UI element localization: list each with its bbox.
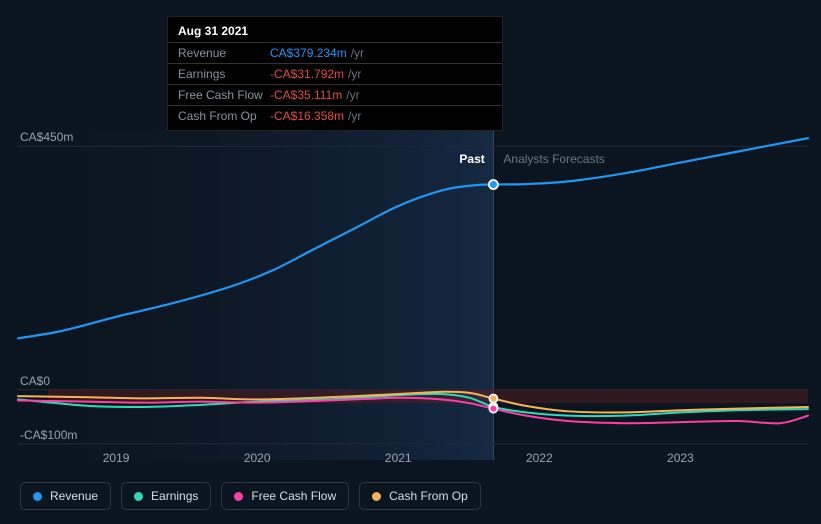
legend-label: Cash From Op bbox=[389, 489, 468, 503]
legend-item-earnings[interactable]: Earnings bbox=[121, 482, 211, 510]
legend-label: Revenue bbox=[50, 489, 98, 503]
tooltip-row-label: Cash From Op bbox=[178, 109, 270, 123]
tooltip-row-unit: /yr bbox=[351, 46, 364, 60]
past-label: Past bbox=[459, 152, 484, 166]
y-tick-label: CA$0 bbox=[20, 374, 50, 388]
tooltip-row-value: -CA$35.111m bbox=[270, 88, 342, 102]
legend-dot-icon bbox=[134, 492, 143, 501]
tooltip-row-value: CA$379.234m bbox=[270, 46, 347, 60]
x-tick-label: 2020 bbox=[244, 451, 271, 465]
tooltip-row: RevenueCA$379.234m/yr bbox=[168, 43, 502, 64]
legend-dot-icon bbox=[372, 492, 381, 501]
y-tick-label: -CA$100m bbox=[20, 428, 77, 442]
marker-fcf bbox=[489, 405, 497, 413]
tooltip-row-unit: /yr bbox=[348, 109, 361, 123]
y-tick-label: CA$450m bbox=[20, 130, 73, 144]
x-tick-label: 2019 bbox=[103, 451, 130, 465]
x-tick-label: 2023 bbox=[667, 451, 694, 465]
financials-chart: CA$450m CA$0 -CA$100m 2019 2020 2021 2022 2023… bbox=[0, 0, 821, 524]
x-tick-label: 2022 bbox=[526, 451, 553, 465]
legend-item-fcf[interactable]: Free Cash Flow bbox=[221, 482, 349, 510]
legend-dot-icon bbox=[33, 492, 42, 501]
marker-cfo bbox=[489, 395, 497, 403]
tooltip-row-value: -CA$31.792m bbox=[270, 67, 344, 81]
tooltip-row: Cash From Op-CA$16.358m/yr bbox=[168, 106, 502, 126]
tooltip-row: Earnings-CA$31.792m/yr bbox=[168, 64, 502, 85]
tooltip-row-unit: /yr bbox=[346, 88, 359, 102]
legend-dot-icon bbox=[234, 492, 243, 501]
tooltip-row-label: Free Cash Flow bbox=[178, 88, 270, 102]
tooltip-row-label: Revenue bbox=[178, 46, 270, 60]
tooltip-row-value: -CA$16.358m bbox=[270, 109, 344, 123]
tooltip-row: Free Cash Flow-CA$35.111m/yr bbox=[168, 85, 502, 106]
legend-item-cfo[interactable]: Cash From Op bbox=[359, 482, 481, 510]
tooltip-title: Aug 31 2021 bbox=[168, 21, 502, 43]
forecast-label: Analysts Forecasts bbox=[503, 152, 604, 166]
tooltip-row-unit: /yr bbox=[348, 67, 361, 81]
hover-tooltip: Aug 31 2021 RevenueCA$379.234m/yrEarning… bbox=[167, 16, 503, 131]
x-tick-label: 2021 bbox=[385, 451, 412, 465]
legend-label: Free Cash Flow bbox=[251, 489, 336, 503]
marker-revenue bbox=[489, 180, 498, 189]
legend-item-revenue[interactable]: Revenue bbox=[20, 482, 111, 510]
tooltip-row-label: Earnings bbox=[178, 67, 270, 81]
legend-label: Earnings bbox=[151, 489, 198, 503]
legend: Revenue Earnings Free Cash Flow Cash From O… bbox=[20, 482, 481, 510]
